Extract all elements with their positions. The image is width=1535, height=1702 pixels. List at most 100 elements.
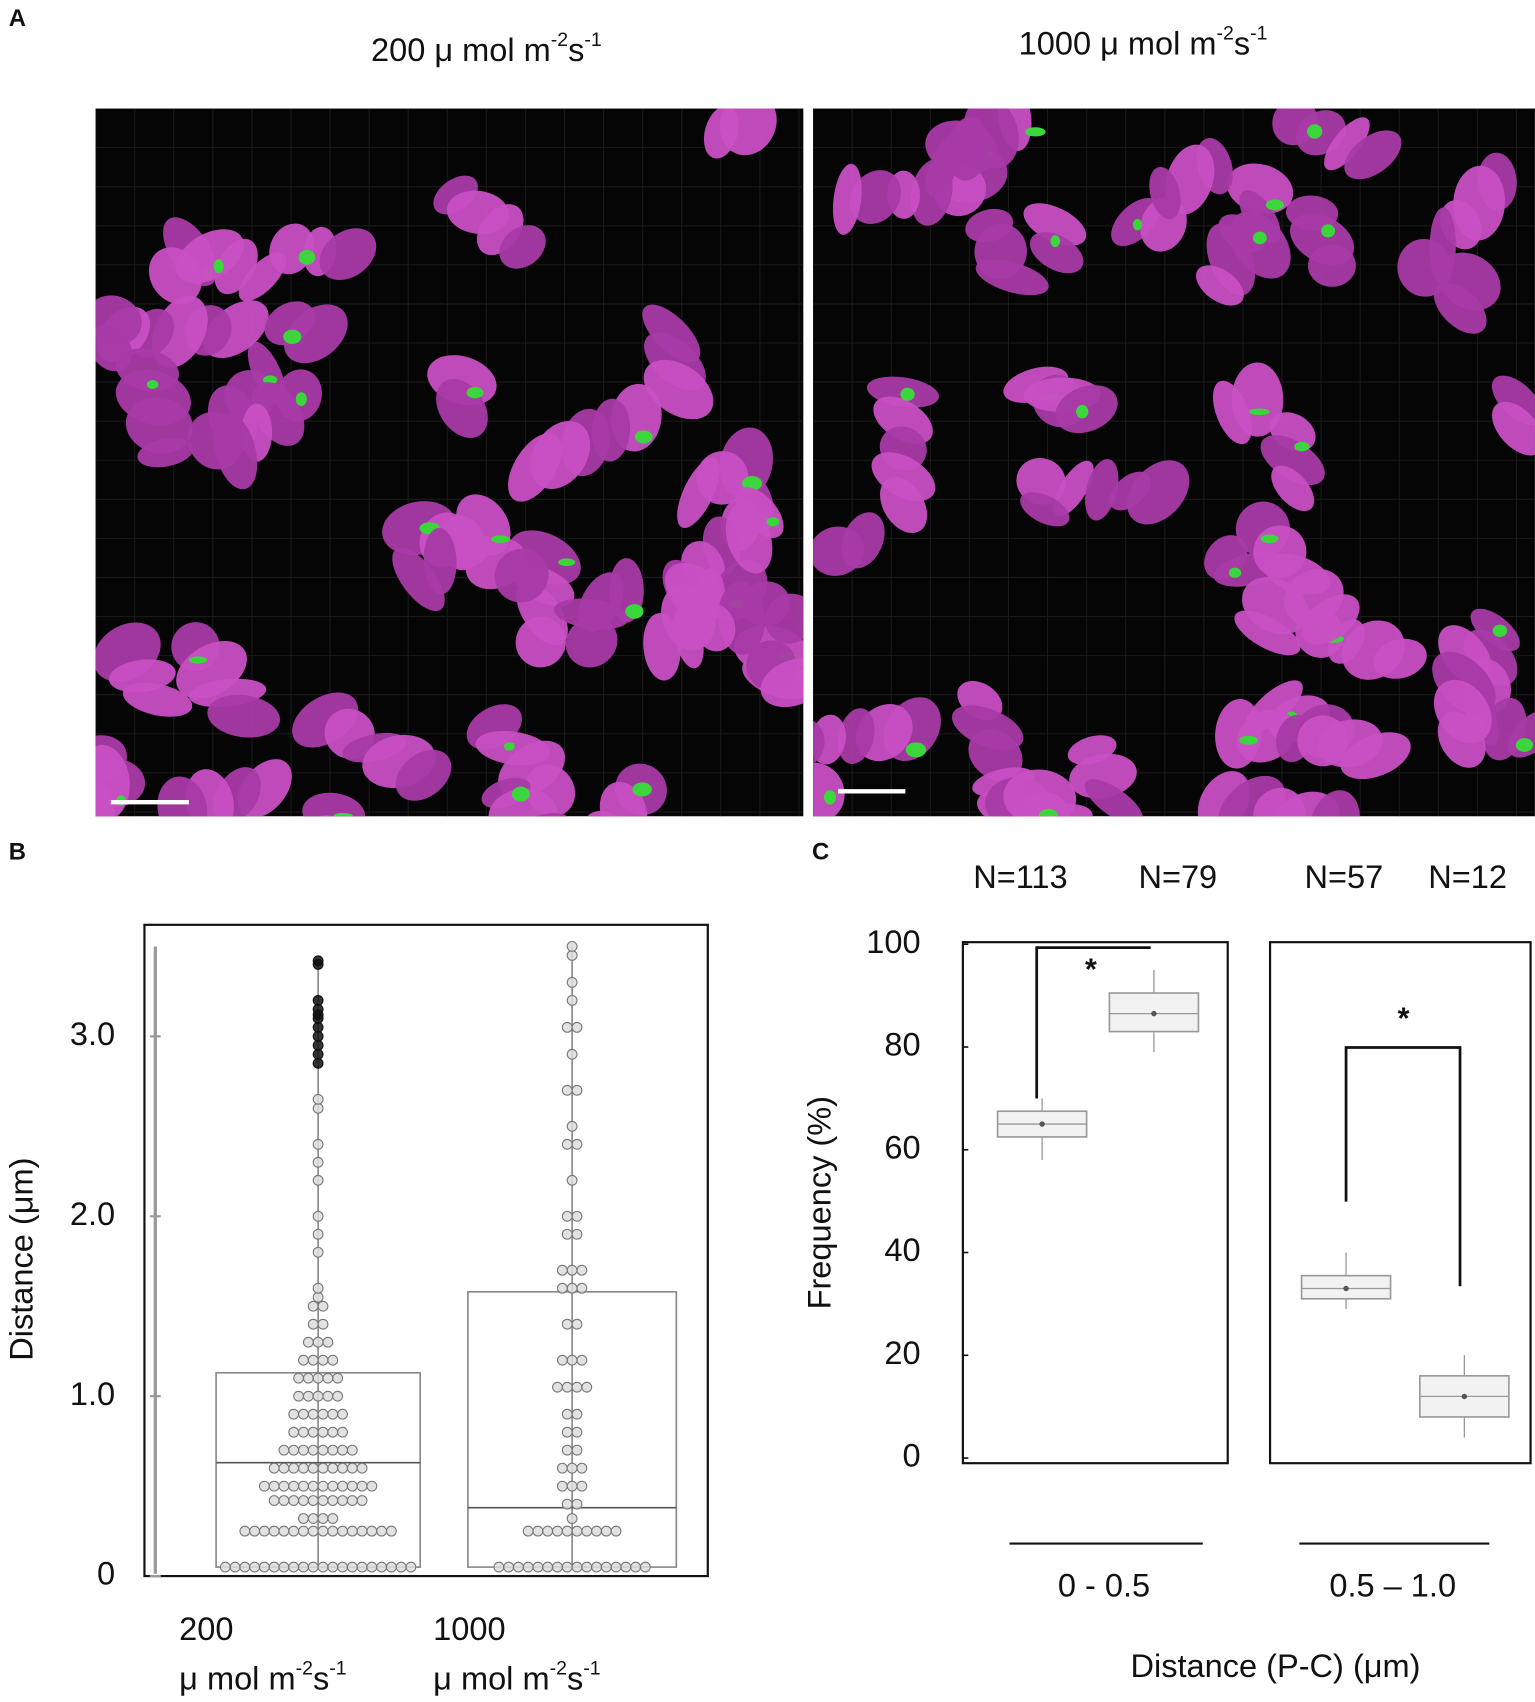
peroxisome [503, 742, 515, 751]
data-point [561, 1021, 573, 1033]
mean [1039, 1121, 1045, 1127]
data-point [317, 1354, 329, 1366]
chloroplast [1340, 732, 1411, 780]
data-point [542, 1525, 554, 1537]
label-part: -2 [551, 29, 568, 51]
data-point [356, 1462, 368, 1474]
chloroplast [837, 708, 875, 764]
data-point [571, 1210, 583, 1222]
chloroplast [968, 729, 1023, 781]
label-part: -2 [1216, 23, 1233, 45]
x-tick-label: μ mol m-2s-1 [433, 1657, 600, 1695]
peroxisome [900, 387, 915, 401]
data-point [561, 1381, 573, 1393]
x-tick-label: 200 [179, 1611, 233, 1647]
data-point [552, 1525, 563, 1537]
y-tick-label: 0 [97, 1556, 115, 1592]
data-point [566, 994, 578, 1006]
data-point [376, 1561, 388, 1573]
data-point [312, 1336, 324, 1348]
chloroplast [1085, 458, 1119, 521]
group-label: 0 - 0.5 [1058, 1568, 1150, 1604]
chloroplast [673, 606, 704, 669]
chloroplast [1023, 203, 1087, 246]
data-point [332, 1372, 344, 1384]
peroxisome [634, 430, 653, 444]
data-point [561, 1228, 573, 1240]
data-point [293, 1372, 305, 1384]
chloroplast [539, 865, 612, 900]
data-point [337, 1480, 348, 1492]
data-point [322, 1390, 334, 1402]
significance-bracket [1035, 946, 1151, 1099]
data-point [298, 1444, 309, 1456]
data-point [566, 1462, 578, 1474]
data-point [366, 1525, 378, 1537]
data-point [317, 1480, 329, 1492]
data-point [302, 1372, 314, 1384]
data-point [376, 1525, 388, 1537]
data-point [317, 1426, 329, 1438]
chloroplast [1053, 460, 1094, 517]
data-point [239, 1561, 251, 1573]
y-tick-label: 0 [902, 1438, 920, 1474]
n-label: N=57 [1305, 859, 1384, 895]
data-point [522, 1525, 534, 1537]
data-point [581, 1561, 593, 1573]
chloroplast [122, 682, 193, 717]
data-point [566, 1048, 578, 1060]
chloroplast [95, 778, 115, 817]
peroxisome [283, 329, 302, 344]
data-point [298, 1426, 309, 1438]
data-point [307, 1318, 319, 1330]
data-point [327, 1480, 339, 1492]
data-point [307, 1495, 319, 1506]
chloroplast [519, 827, 596, 893]
data-point [307, 1525, 319, 1537]
data-point [249, 1525, 261, 1537]
peroxisome [742, 476, 763, 491]
data-point [302, 1336, 314, 1348]
data-point [576, 1354, 588, 1366]
data-point [561, 1138, 573, 1150]
data-point [288, 1495, 300, 1506]
data-point [327, 1354, 339, 1366]
y-axis-label: Distance (μm) [4, 1158, 40, 1361]
data-point [566, 940, 578, 952]
chloroplast [1017, 803, 1093, 817]
peroxisome [1076, 404, 1089, 419]
peroxisome [188, 656, 208, 664]
data-point [522, 1561, 534, 1573]
data-point [385, 1525, 397, 1537]
chloroplast [565, 616, 618, 668]
y-axis-label: Frequency (%) [801, 1096, 837, 1309]
data-point [566, 976, 578, 988]
chloroplast [1397, 238, 1452, 297]
peroxisome [625, 604, 644, 619]
chloroplast [725, 504, 773, 574]
data-point [258, 1480, 270, 1492]
chloroplast [1026, 812, 1102, 862]
data-point [576, 1480, 588, 1492]
outlier-point [312, 994, 324, 1006]
data-point [268, 1561, 280, 1573]
data-point [346, 1561, 358, 1573]
chloroplast [392, 547, 445, 612]
peroxisome [466, 386, 484, 399]
chloroplast [703, 108, 739, 159]
data-point [317, 1444, 329, 1456]
micrograph-content [728, 108, 1535, 881]
data-point [327, 1444, 339, 1456]
data-point [552, 1561, 563, 1573]
chloroplast [157, 776, 208, 817]
data-point [317, 1495, 329, 1506]
chloroplast [494, 548, 549, 603]
peroxisome [766, 517, 780, 527]
y-tick-label: 2.0 [70, 1196, 115, 1232]
data-point [307, 1444, 319, 1456]
chloroplast [643, 359, 714, 420]
data-point [512, 1561, 524, 1573]
chloroplast [728, 805, 771, 881]
data-point [312, 1093, 324, 1105]
